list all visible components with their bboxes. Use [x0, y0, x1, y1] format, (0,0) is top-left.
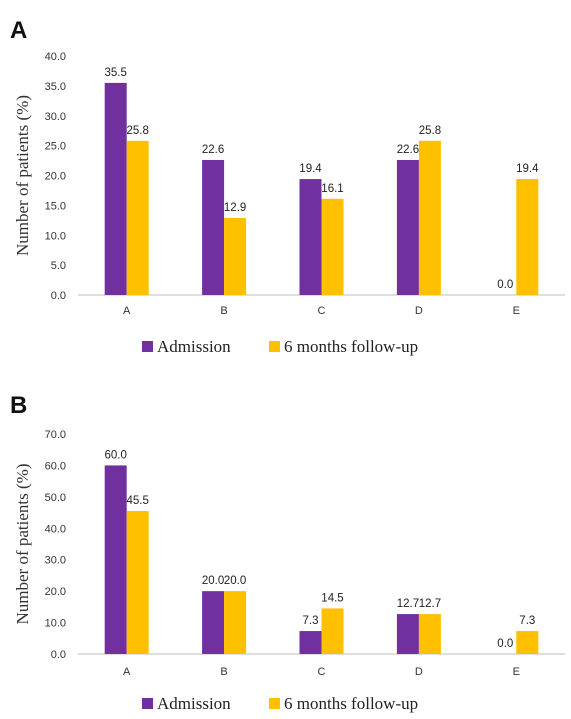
bar-followup [321, 198, 344, 295]
bar-admission [396, 159, 419, 295]
y-tick-label: 35.0 [45, 81, 66, 93]
bar-admission [202, 591, 225, 654]
legend-swatch [142, 698, 153, 709]
bar-followup [516, 631, 539, 654]
x-tick-label: C [318, 666, 326, 678]
panel-letter: A [10, 17, 27, 44]
data-label: 16.1 [321, 183, 343, 195]
data-label: 14.5 [321, 592, 343, 604]
legend-label: Admission [157, 337, 231, 356]
bar-admission [202, 159, 225, 295]
legend-swatch [269, 698, 280, 709]
y-tick-label: 20.0 [45, 586, 66, 598]
x-tick-label: D [415, 305, 423, 317]
data-label: 0.0 [497, 638, 513, 650]
data-label: 7.3 [519, 615, 535, 627]
y-tick-label: 60.0 [45, 460, 66, 472]
chart-panel-b: B 0.0 10.0 20.0 30.0 40.0 50.0 60.0 70.0 Number o… [10, 392, 565, 713]
y-tick-label: 40.0 [45, 523, 66, 535]
data-label: 22.6 [397, 144, 419, 156]
legend: Admission 6 months follow-up [142, 337, 418, 356]
panel-letter: B [10, 392, 27, 419]
data-label: 0.0 [497, 279, 513, 291]
bar-followup [516, 179, 539, 295]
bar-followup [418, 614, 441, 654]
bar-admission [104, 465, 127, 654]
data-label: 35.5 [105, 67, 127, 79]
bar-followup [224, 217, 247, 295]
y-tick-label: 70.0 [45, 429, 66, 441]
y-tick-label: 25.0 [45, 141, 66, 153]
y-tick-label: 0.0 [51, 649, 66, 661]
chart-panel-a: A 0.0 5.0 10.0 15.0 20.0 25.0 30.0 35.0 40.0 Numbe… [10, 17, 565, 356]
x-tick-label: E [513, 666, 520, 678]
legend-label: Admission [157, 694, 231, 713]
y-tick-label: 50.0 [45, 492, 66, 504]
x-tick-label: C [318, 305, 326, 317]
bar-admission [104, 82, 127, 295]
data-label: 19.4 [516, 163, 539, 175]
y-tick-label: 40.0 [45, 51, 66, 63]
legend-label: 6 months follow-up [284, 337, 418, 356]
y-axis-title: Number of patients (%) [13, 464, 32, 625]
x-tick-label: D [415, 666, 423, 678]
data-label: 12.7 [397, 598, 419, 610]
y-tick-label: 20.0 [45, 171, 66, 183]
data-label: 45.5 [127, 495, 149, 507]
y-tick-label: 15.0 [45, 200, 66, 212]
data-label: 7.3 [303, 615, 319, 627]
y-tick-label: 10.0 [45, 230, 66, 242]
data-label: 22.6 [202, 144, 224, 156]
bar-admission [299, 179, 322, 295]
legend-swatch [269, 341, 280, 352]
y-tick-label: 5.0 [51, 260, 66, 272]
bar-admission [396, 614, 419, 654]
legend-swatch [142, 341, 153, 352]
x-tick-label: B [220, 305, 227, 317]
data-label: 12.7 [419, 598, 441, 610]
bar-followup [321, 608, 344, 654]
legend-label: 6 months follow-up [284, 694, 418, 713]
y-tick-label: 30.0 [45, 555, 66, 567]
data-label: 25.8 [127, 125, 149, 137]
x-tick-label: A [123, 666, 131, 678]
y-tick-label: 30.0 [45, 111, 66, 123]
data-label: 60.0 [105, 449, 127, 461]
data-label: 12.9 [224, 202, 246, 214]
data-label: 19.4 [299, 163, 322, 175]
bar-followup [126, 140, 149, 295]
data-label: 25.8 [419, 125, 441, 137]
x-tick-label: A [123, 305, 131, 317]
data-label: 20.0 [224, 575, 246, 587]
legend: Admission 6 months follow-up [142, 694, 418, 713]
bar-admission [299, 631, 322, 654]
bar-followup [224, 591, 247, 654]
data-label: 20.0 [202, 575, 224, 587]
y-tick-label: 0.0 [51, 290, 66, 302]
x-tick-label: B [220, 666, 227, 678]
bar-followup [126, 511, 149, 654]
y-axis-title: Number of patients (%) [13, 95, 32, 256]
x-tick-label: E [513, 305, 520, 317]
y-tick-label: 10.0 [45, 618, 66, 630]
bar-followup [418, 140, 441, 295]
